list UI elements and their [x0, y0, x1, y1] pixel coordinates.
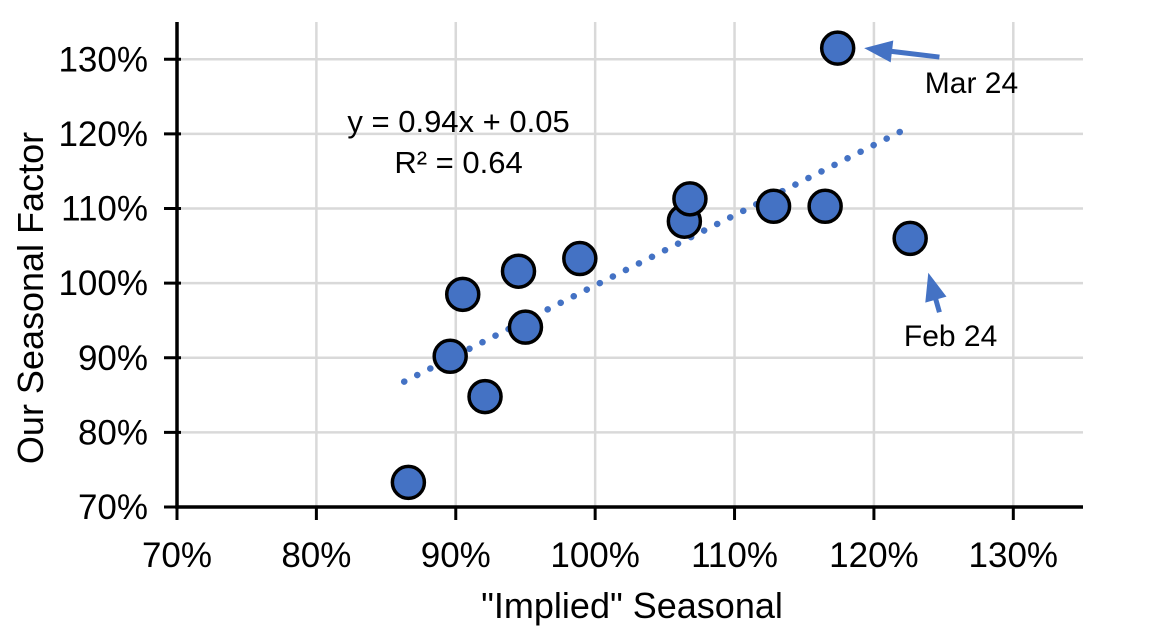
- y-tick-label: 90%: [78, 339, 148, 378]
- data-point: [892, 220, 928, 257]
- x-axis-title: "Implied" Seasonal: [481, 585, 783, 626]
- x-tick-label: 100%: [550, 536, 640, 575]
- y-tick-label: 80%: [78, 413, 148, 452]
- data-point: [390, 464, 427, 501]
- annotation-feb-24: Feb 24: [903, 319, 998, 353]
- data-point: [807, 188, 843, 225]
- y-tick-label: 70%: [78, 488, 148, 527]
- data-point: [507, 309, 544, 345]
- y-tick-label: 120%: [58, 115, 148, 154]
- y-axis-title: Our Seasonal Factor: [10, 131, 51, 465]
- trendline-equation: y = 0.94x + 0.05: [347, 104, 570, 140]
- x-tick-label: 70%: [142, 536, 212, 575]
- trend-line: [400, 128, 904, 385]
- data-point: [755, 188, 792, 225]
- annotation-arrow-head: [925, 272, 947, 303]
- data-point: [819, 30, 856, 66]
- annotation-arrow-head: [864, 40, 894, 63]
- data-point: [432, 338, 468, 375]
- data-point: [444, 276, 481, 313]
- x-tick-label: 130%: [969, 536, 1059, 575]
- y-tick-label: 130%: [58, 40, 148, 79]
- data-point: [500, 253, 537, 289]
- y-tick-label: 110%: [61, 190, 148, 229]
- x-tick-label: 110%: [691, 536, 778, 575]
- data-point: [562, 240, 598, 277]
- data-point: [467, 378, 503, 415]
- annotation-mar-24: Mar 24: [924, 66, 1019, 100]
- y-tick-label: 100%: [58, 264, 148, 303]
- x-tick-label: 90%: [421, 536, 491, 575]
- data-point: [672, 181, 708, 217]
- annotation-arrow-line: [887, 48, 940, 60]
- x-tick-label: 120%: [829, 536, 919, 575]
- trendline-label: y = 0.94x + 0.05 R² = 0.64: [347, 101, 569, 183]
- trendline-r-squared: R² = 0.64: [394, 145, 523, 181]
- x-tick-label: 80%: [281, 536, 351, 575]
